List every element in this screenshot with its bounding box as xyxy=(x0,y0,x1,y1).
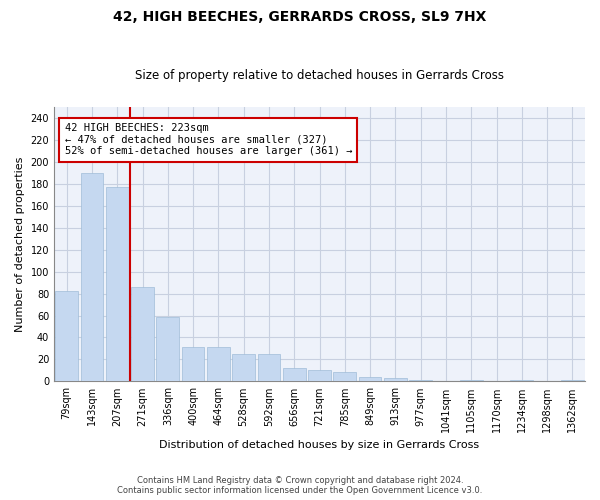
X-axis label: Distribution of detached houses by size in Gerrards Cross: Distribution of detached houses by size … xyxy=(160,440,479,450)
Bar xyxy=(232,354,255,382)
Bar xyxy=(561,380,584,382)
Bar xyxy=(157,316,179,382)
Title: Size of property relative to detached houses in Gerrards Cross: Size of property relative to detached ho… xyxy=(135,69,504,82)
Bar xyxy=(182,348,205,382)
Bar xyxy=(257,354,280,382)
Bar xyxy=(334,372,356,382)
Bar xyxy=(409,380,432,382)
Bar xyxy=(359,377,382,382)
Bar xyxy=(207,348,230,382)
Text: Contains HM Land Registry data © Crown copyright and database right 2024.
Contai: Contains HM Land Registry data © Crown c… xyxy=(118,476,482,495)
Bar xyxy=(511,380,533,382)
Bar xyxy=(283,368,305,382)
Bar xyxy=(308,370,331,382)
Bar xyxy=(384,378,407,382)
Text: 42, HIGH BEECHES, GERRARDS CROSS, SL9 7HX: 42, HIGH BEECHES, GERRARDS CROSS, SL9 7H… xyxy=(113,10,487,24)
Y-axis label: Number of detached properties: Number of detached properties xyxy=(15,156,25,332)
Bar xyxy=(460,380,482,382)
Bar xyxy=(106,187,128,382)
Bar xyxy=(80,172,103,382)
Bar xyxy=(131,287,154,382)
Text: 42 HIGH BEECHES: 223sqm
← 47% of detached houses are smaller (327)
52% of semi-d: 42 HIGH BEECHES: 223sqm ← 47% of detache… xyxy=(65,124,352,156)
Bar xyxy=(55,292,78,382)
